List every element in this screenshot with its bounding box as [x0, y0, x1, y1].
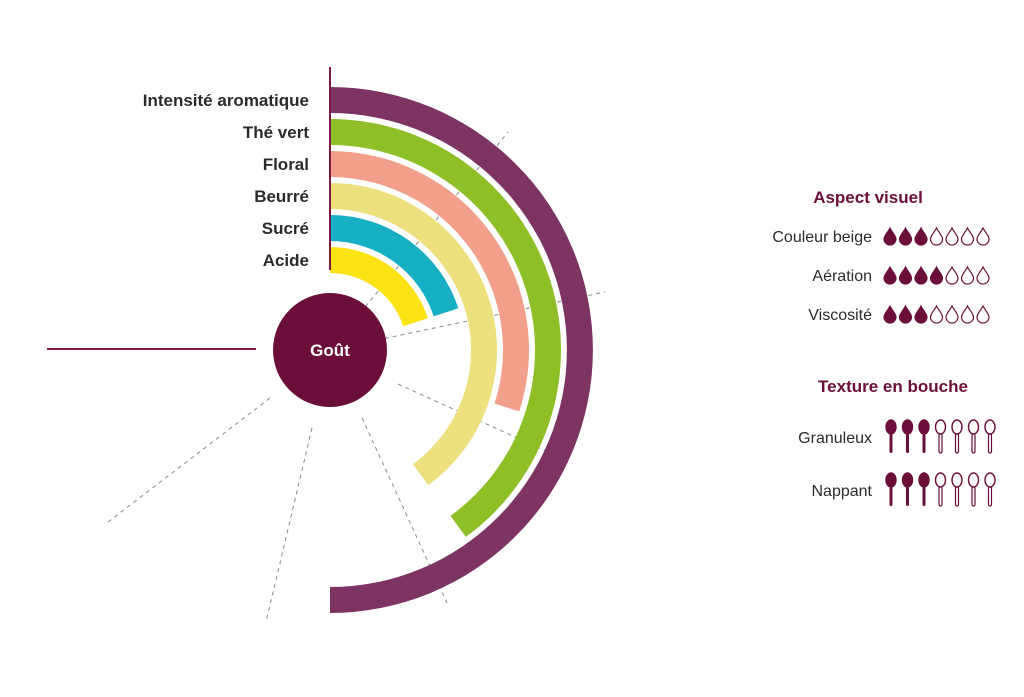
drop-icon: [976, 265, 990, 285]
guide-line: [265, 427, 313, 623]
drop-icon: [960, 304, 975, 324]
spoon-icon: [967, 472, 980, 507]
band-label: Floral: [263, 155, 309, 174]
rating-label: Viscosité: [808, 307, 872, 324]
band-floral: [330, 151, 529, 412]
aspect-visuel-list: Couleur beige Aération Viscosité: [772, 226, 990, 324]
rating-row: Couleur beige: [772, 226, 990, 246]
spoon-icon: [967, 419, 980, 454]
rating-row: Nappant: [812, 472, 996, 507]
band-acide: [330, 247, 428, 327]
rating-row: Granuleux: [798, 419, 996, 454]
drop-icon: [929, 304, 944, 324]
center-circle: [273, 293, 387, 407]
drop-icon: [898, 226, 913, 246]
texture-title: Texture en bouche: [818, 377, 968, 396]
band-beurr-: [330, 183, 498, 486]
spoon-icon: [984, 472, 996, 507]
rating-label: Granuleux: [798, 430, 872, 447]
drop-icon: [898, 265, 913, 285]
drop-icon: [914, 304, 928, 324]
drop-icon: [929, 226, 944, 246]
guide-line: [329, 131, 509, 351]
band-th-vert: [330, 119, 561, 537]
drop-icon: [929, 265, 944, 285]
drop-icon: [960, 226, 975, 246]
band-labels: Intensité aromatique Thé vert Floral Beurré…: [143, 91, 310, 270]
drop-icon: [960, 265, 975, 285]
drop-icon: [883, 226, 897, 246]
band-sucr-: [330, 215, 459, 317]
drop-icon: [976, 304, 990, 324]
drop-icon: [945, 304, 959, 324]
rating-row: Viscosité: [808, 304, 990, 324]
guide-line: [329, 291, 606, 351]
spoon-icon: [934, 419, 947, 454]
band-label: Acide: [263, 251, 309, 270]
guide-line: [107, 397, 271, 523]
drop-icon: [898, 304, 913, 324]
rating-label: Aération: [812, 268, 872, 285]
spoon-icon: [951, 419, 963, 454]
band-label: Beurré: [254, 187, 309, 206]
spoon-icon: [934, 472, 947, 507]
drop-icon: [914, 265, 928, 285]
texture-list: Granuleux Nappant: [798, 419, 996, 507]
spoon-icon: [885, 419, 897, 453]
band-label: Intensité aromatique: [143, 91, 309, 110]
spoon-icon: [901, 419, 914, 453]
spoon-icon: [984, 419, 996, 454]
drop-icon: [976, 226, 990, 246]
band-label: Thé vert: [243, 123, 309, 142]
drop-icon: [945, 265, 959, 285]
aspect-visuel-title: Aspect visuel: [813, 188, 923, 207]
radial-bands: [330, 87, 593, 613]
rating-label: Nappant: [812, 483, 873, 500]
center-label: Goût: [310, 341, 350, 360]
spoon-icon: [918, 419, 930, 453]
drop-icon: [883, 265, 897, 285]
rating-label: Couleur beige: [772, 229, 872, 246]
drop-icon: [945, 226, 959, 246]
spoon-icon: [918, 472, 930, 506]
rating-row: Aération: [812, 265, 990, 285]
drop-icon: [914, 226, 928, 246]
spoon-icon: [951, 472, 963, 507]
spoon-icon: [901, 472, 914, 506]
band-label: Sucré: [262, 219, 309, 238]
band-intensit-aromatique: [330, 87, 593, 613]
drop-icon: [883, 304, 897, 324]
spoon-icon: [885, 472, 897, 506]
